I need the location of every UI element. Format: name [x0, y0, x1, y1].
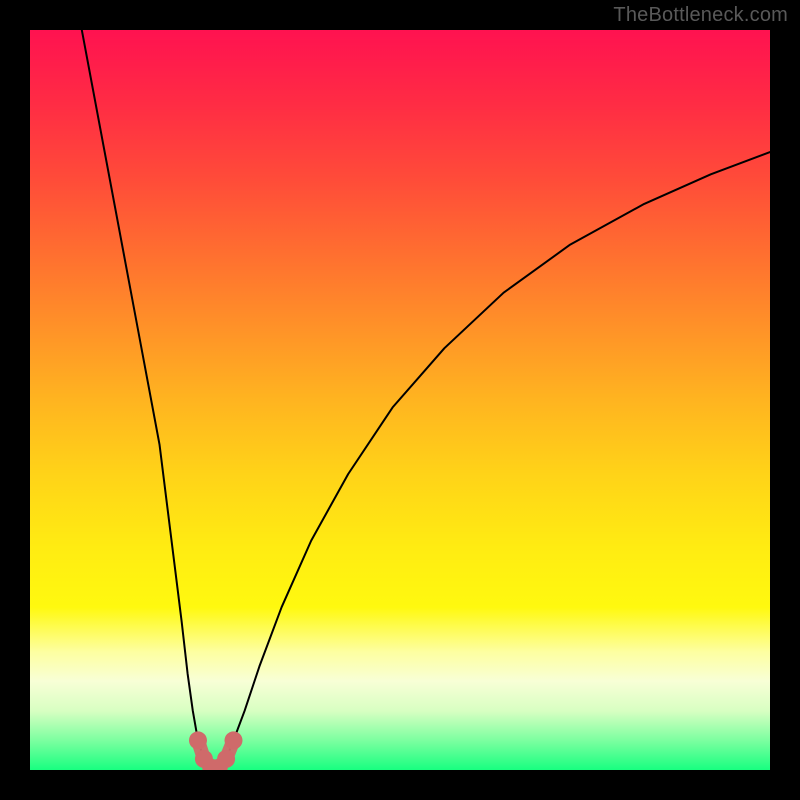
chart-svg	[30, 30, 770, 770]
watermark-text: TheBottleneck.com	[613, 4, 788, 27]
plot-area	[30, 30, 770, 770]
chart-container: TheBottleneck.com	[0, 0, 800, 800]
